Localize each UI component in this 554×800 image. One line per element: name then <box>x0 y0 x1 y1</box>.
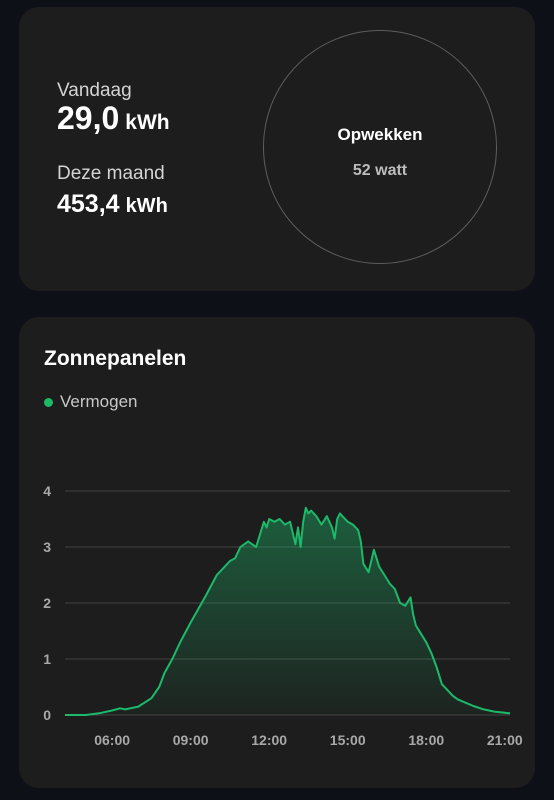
x-tick-label: 21:00 <box>487 732 523 748</box>
production-ring-value: 52 watt <box>352 162 408 179</box>
legend-label: Vermogen <box>60 392 138 411</box>
today-value-number: 29,0 <box>57 100 120 136</box>
x-tick-label: 06:00 <box>94 732 130 748</box>
month-label: Deze maand <box>57 163 165 184</box>
power-series-line[interactable] <box>65 506 511 716</box>
power-chart[interactable]: 0 1 2 3 4 06:00 09:00 12:00 15:00 18:00 21:00 <box>19 317 535 788</box>
y-tick-label: 0 <box>43 707 51 723</box>
legend-dot-icon <box>44 397 53 407</box>
month-value-unit: kWh <box>125 195 168 217</box>
production-ring[interactable]: Opwekken 52 watt <box>263 30 497 264</box>
y-tick-label: 4 <box>43 483 51 499</box>
x-tick-label: 15:00 <box>330 732 366 748</box>
y-tick-label: 2 <box>43 595 51 611</box>
today-value-unit: kWh <box>125 111 170 134</box>
y-tick-label: 1 <box>43 651 51 667</box>
chart-card-title: Zonnepanelen <box>44 347 187 370</box>
today-value: 29,0 kWh <box>57 100 170 137</box>
x-tick-label: 09:00 <box>173 732 209 748</box>
month-value-number: 453,4 <box>57 190 120 218</box>
chart-legend[interactable]: Vermogen <box>44 392 138 412</box>
solar-chart-card: Zonnepanelen Vermogen 0 1 2 3 4 06:00 09:00 12:… <box>19 317 535 788</box>
x-tick-label: 12:00 <box>251 732 287 748</box>
production-ring-title: Opwekken <box>337 125 423 144</box>
x-tick-label: 18:00 <box>408 732 444 748</box>
y-tick-label: 3 <box>43 539 51 555</box>
power-series-area <box>65 507 510 715</box>
today-label: Vandaag <box>57 80 132 101</box>
energy-summary-card: Vandaag 29,0 kWh Deze maand 453,4 kWh Opwe… <box>19 7 535 291</box>
month-value: 453,4 kWh <box>57 190 168 219</box>
